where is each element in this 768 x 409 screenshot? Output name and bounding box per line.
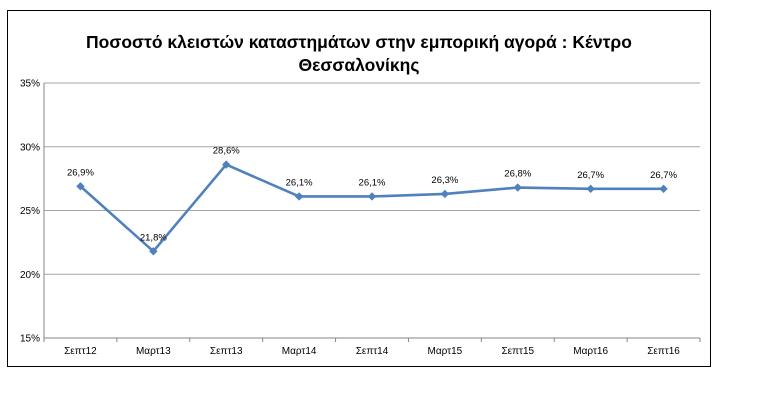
data-point-marker — [149, 247, 158, 256]
data-label: 26,7% — [577, 170, 604, 181]
data-label: 26,1% — [359, 177, 386, 188]
y-tick-label: 20% — [20, 270, 40, 281]
chart-title-line-2: Θεσσαλονίκης — [299, 55, 420, 75]
y-tick-label: 15% — [20, 334, 40, 345]
data-label: 26,7% — [650, 170, 677, 181]
x-tick-label: Σεπτ15 — [501, 346, 534, 357]
data-labels: 26,9% 21,8% 28,6% 26,1% 26,1% 26,3% 26,8% 26,7%… — [67, 146, 678, 244]
line-chart: Ποσοστό κλειστών καταστημάτων στην εμπορ… — [20, 32, 701, 357]
x-tick-label: Μαρτ13 — [136, 346, 171, 357]
data-label: 26,1% — [286, 177, 313, 188]
axes: 15% 20% 25% 30% 35% Σεπτ12 Μαρτ13 Σεπτ13 Μαρτ14 Σ… — [20, 79, 701, 357]
x-tick-label: Σεπτ12 — [64, 346, 97, 357]
data-point-marker — [586, 184, 595, 194]
data-point-marker — [440, 189, 450, 199]
x-tick-label: Μαρτ14 — [282, 346, 317, 357]
data-label: 21,8% — [140, 232, 167, 243]
chart-title-line-1: Ποσοστό κλειστών καταστημάτων στην εμπορ… — [86, 32, 632, 52]
data-label: 26,9% — [67, 167, 94, 178]
data-point-marker — [294, 192, 304, 201]
y-tick-label: 30% — [20, 142, 40, 153]
y-tick-label: 25% — [20, 206, 40, 217]
series-line-group — [76, 160, 668, 256]
x-tick-label: Μαρτ16 — [573, 346, 608, 357]
data-label: 26,3% — [431, 175, 458, 186]
data-label: 26,8% — [504, 169, 531, 180]
x-tick-label: Σεπτ16 — [647, 346, 680, 357]
gridlines — [44, 82, 700, 275]
data-label: 28,6% — [213, 146, 240, 157]
data-point-marker — [513, 183, 522, 192]
data-point-marker — [76, 182, 85, 191]
data-point-marker — [367, 192, 377, 201]
data-point-marker — [659, 184, 668, 194]
x-tick-label: Μαρτ15 — [428, 346, 463, 357]
x-tick-label: Σεπτ14 — [356, 346, 389, 357]
chart-frame: Ποσοστό κλειστών καταστημάτων στην εμπορ… — [7, 10, 711, 367]
y-tick-label: 35% — [20, 79, 40, 90]
x-tick-label: Σεπτ13 — [210, 346, 243, 357]
data-point-marker — [222, 160, 231, 169]
